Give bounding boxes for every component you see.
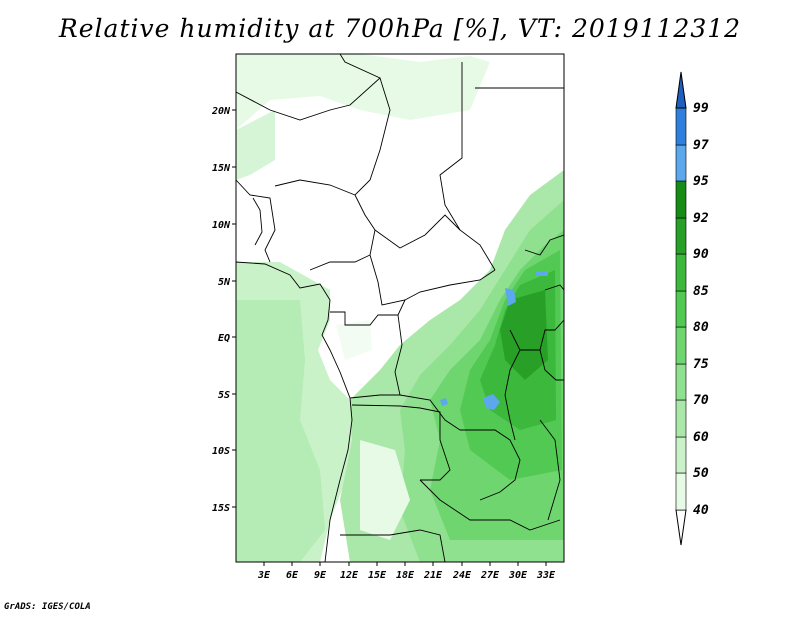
lon-label-24e: 24E (452, 570, 472, 581)
colorbar-label-50: 50 (693, 466, 709, 481)
colorbar-label-70: 70 (693, 393, 709, 408)
grads-credit: GrADS: IGES/COLA (4, 602, 91, 612)
field-central-6 (500, 290, 548, 380)
colorbar: 40 50 60 70 75 80 85 90 92 95 97 99 (675, 71, 709, 546)
field-gap-gabon (336, 320, 372, 360)
field-atlantic (236, 300, 325, 562)
field-spot-2 (483, 394, 500, 410)
colorbar-label-85: 85 (693, 284, 709, 299)
lon-label-30e: 30E (508, 570, 528, 581)
lon-label-3e: 3E (257, 570, 271, 581)
colorbar-label-95: 95 (693, 174, 709, 189)
lat-label-5s: 5S (218, 390, 230, 401)
lon-label-18e: 18E (396, 570, 415, 581)
colorbar-label-75: 75 (693, 357, 709, 372)
field-gap-south (360, 440, 410, 540)
lon-label-21e: 21E (423, 570, 443, 581)
colorbar-segment-11 (675, 107, 687, 146)
colorbar-min-arrow (675, 509, 687, 546)
lat-label-10n: 10N (212, 220, 231, 231)
lon-label-15e: 15E (368, 570, 387, 581)
humidity-field (236, 54, 564, 562)
lat-ticks (232, 109, 236, 508)
lat-label-15n: 15N (212, 163, 231, 174)
country-borders (236, 54, 564, 562)
colorbar-segment-2 (675, 436, 687, 474)
colorbar-segment-8 (675, 217, 687, 255)
colorbar-segment-7 (675, 253, 687, 292)
colorbar-max-arrow (675, 71, 687, 109)
field-spot-4 (536, 272, 548, 276)
lon-label-9e: 9E (314, 570, 327, 581)
lon-ticks (263, 562, 547, 566)
colorbar-segment-4 (675, 363, 687, 401)
colorbar-label-80: 80 (693, 320, 709, 335)
field-north-light (236, 54, 490, 130)
colorbar-label-92: 92 (693, 211, 709, 226)
colorbar-label-97: 97 (693, 138, 709, 153)
colorbar-segment-5 (675, 326, 687, 365)
colorbar-label-90: 90 (693, 247, 709, 262)
colorbar-segment-9 (675, 180, 687, 219)
colorbar-segment-10 (675, 144, 687, 182)
field-west-sahel (236, 110, 275, 180)
colorbar-segment-3 (675, 399, 687, 438)
map-frame (235, 53, 565, 563)
field-spot-1 (505, 288, 516, 306)
lat-label-20n: 20N (211, 106, 231, 117)
lat-label-5n: 5N (218, 277, 231, 288)
lat-label-eq: EQ (218, 333, 230, 344)
colorbar-label-60: 60 (693, 430, 709, 445)
colorbar-label-40: 40 (693, 503, 709, 518)
colorbar-segment-6 (675, 290, 687, 328)
lon-label-6e: 6E (286, 570, 299, 581)
lon-label-33e: 33E (536, 570, 556, 581)
chart-title: Relative humidity at 700hPa [%], VT: 201… (58, 14, 742, 43)
lat-label-10s: 10S (212, 446, 230, 457)
field-spot-3 (440, 398, 448, 406)
lon-label-27e: 27E (480, 570, 500, 581)
lat-label-15s: 15S (212, 503, 230, 514)
lon-label-12e: 12E (340, 570, 359, 581)
colorbar-segment-1 (675, 472, 687, 511)
colorbar-label-99: 99 (693, 101, 709, 116)
